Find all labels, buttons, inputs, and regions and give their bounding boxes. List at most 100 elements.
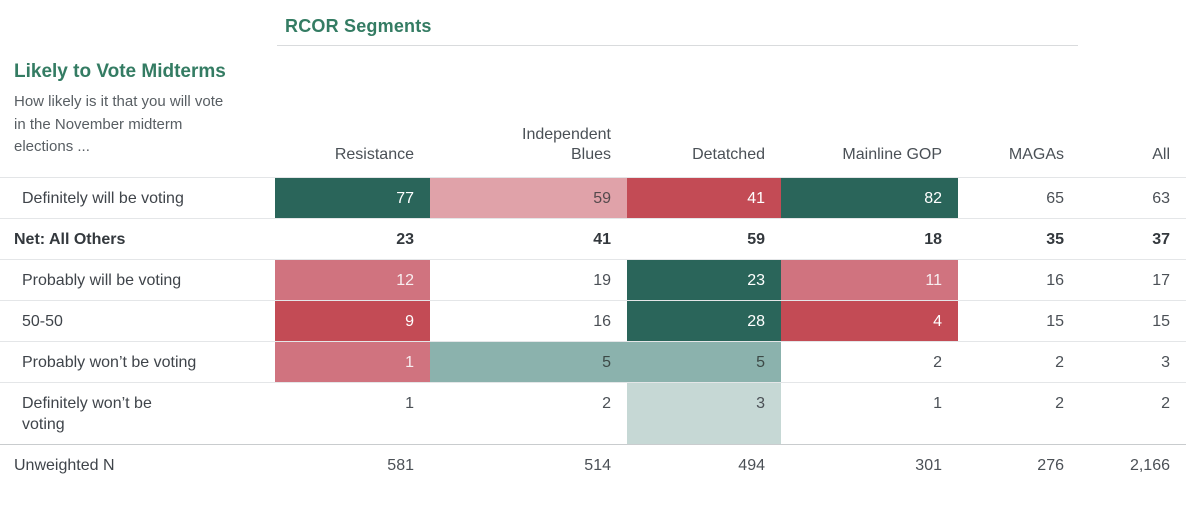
cell-value: 15	[1046, 313, 1064, 330]
cell-value: 3	[756, 395, 765, 412]
column-header-resistance: Resistance	[275, 145, 430, 177]
data-cell: 16	[958, 260, 1080, 300]
data-cell: 276	[958, 445, 1080, 485]
data-cell: 59	[430, 178, 627, 218]
cell-value: 63	[1152, 190, 1170, 207]
data-cell: 15	[958, 301, 1080, 341]
question-subtitle: How likely is it that you will vote in t…	[14, 93, 224, 156]
data-cell: 12	[275, 260, 430, 300]
row-label-text: Unweighted N	[14, 457, 115, 474]
row-label-text: Definitely will be voting	[22, 190, 184, 207]
data-cell: 1	[275, 383, 430, 444]
cell-value: 65	[1046, 190, 1064, 207]
cell-value: 28	[747, 313, 765, 330]
column-header-spacer	[0, 165, 275, 177]
table-row-unweighted-n: Unweighted N 581 514 494 301 276 2,166	[0, 445, 1186, 485]
data-cell: 1	[275, 342, 430, 382]
data-cell: 59	[627, 219, 781, 259]
cell-value: 23	[747, 272, 765, 289]
cell-value: 82	[924, 190, 942, 207]
data-cell: 16	[430, 301, 627, 341]
data-cell: 2	[1080, 383, 1186, 444]
data-cell: 19	[430, 260, 627, 300]
data-cell: 17	[1080, 260, 1186, 300]
cell-value: 2	[1055, 395, 1064, 412]
data-cell: 11	[781, 260, 958, 300]
cell-value: 1	[405, 395, 414, 412]
table-row-probably-will: Probably will be voting 12 19 23 11 16 1…	[0, 260, 1186, 301]
data-cell: 9	[275, 301, 430, 341]
data-cell: 35	[958, 219, 1080, 259]
row-label: Unweighted N	[0, 445, 275, 485]
column-header-label: Mainline GOP	[842, 146, 942, 163]
segments-banner-title: RCOR Segments	[285, 16, 432, 36]
cell-value: 2	[1161, 395, 1170, 412]
cell-value: 494	[738, 457, 765, 474]
cell-value: 1	[405, 354, 414, 371]
data-cell: 3	[627, 383, 781, 444]
cell-value: 11	[925, 272, 942, 289]
data-cell: 2	[958, 383, 1080, 444]
data-cell: 5	[430, 342, 627, 382]
column-header-label: Detatched	[692, 146, 765, 163]
cell-value: 41	[593, 231, 611, 248]
data-cell: 5	[627, 342, 781, 382]
cell-value: 3	[1161, 354, 1170, 371]
cell-value: 17	[1152, 272, 1170, 289]
row-label: Probably will be voting	[0, 260, 275, 300]
cell-value: 77	[396, 190, 414, 207]
data-cell: 65	[958, 178, 1080, 218]
question-title: Likely to Vote Midterms	[14, 61, 226, 82]
table-row-net-all-others: Net: All Others 23 41 59 18 35 37	[0, 219, 1186, 260]
data-cell: 2,166	[1080, 445, 1186, 485]
row-label: Probably won’t be voting	[0, 342, 275, 382]
data-cell: 2	[781, 342, 958, 382]
cell-value: 2	[602, 395, 611, 412]
data-cell: 18	[781, 219, 958, 259]
row-label-text: Probably will be voting	[22, 272, 182, 289]
cell-value: 581	[387, 457, 414, 474]
data-cell: 1	[781, 383, 958, 444]
cell-value: 5	[602, 354, 611, 371]
cell-value: 9	[405, 313, 414, 330]
cell-value: 19	[593, 272, 611, 289]
cell-value: 301	[915, 457, 942, 474]
cell-value: 16	[593, 313, 611, 330]
cell-value: 276	[1037, 457, 1064, 474]
segments-banner-underline	[277, 45, 1078, 46]
column-header-magas: MAGAs	[958, 145, 1080, 177]
column-header-detatched: Detatched	[627, 145, 781, 177]
cell-value: 23	[396, 231, 414, 248]
row-label-text: 50-50	[22, 313, 63, 330]
cell-value: 59	[747, 231, 765, 248]
data-cell: 514	[430, 445, 627, 485]
data-cell: 581	[275, 445, 430, 485]
data-cell: 4	[781, 301, 958, 341]
column-header-label: All	[1152, 146, 1170, 163]
column-header-row: Resistance Independent Blues Detatched M…	[0, 0, 1186, 178]
cell-value: 18	[924, 231, 942, 248]
row-label: Definitely will be voting	[0, 178, 275, 218]
table-row-definitely-wont: Definitely won’t be voting 1 2 3 1 2 2	[0, 383, 1186, 445]
data-cell: 82	[781, 178, 958, 218]
cell-value: 514	[584, 457, 611, 474]
cell-value: 12	[396, 272, 414, 289]
segments-table: Resistance Independent Blues Detatched M…	[0, 0, 1186, 485]
column-header-mainline-gop: Mainline GOP	[781, 145, 958, 177]
data-cell: 63	[1080, 178, 1186, 218]
data-cell: 77	[275, 178, 430, 218]
column-header-label: Independent Blues	[522, 126, 611, 163]
cell-value: 15	[1152, 313, 1170, 330]
question-block: Likely to Vote Midterms How likely is it…	[14, 60, 236, 159]
cell-value: 2,166	[1129, 457, 1170, 474]
cell-value: 59	[593, 190, 611, 207]
cell-value: 4	[933, 313, 942, 330]
row-label: 50-50	[0, 301, 275, 341]
cell-value: 2	[933, 354, 942, 371]
cell-value: 35	[1046, 231, 1064, 248]
cell-value: 2	[1055, 354, 1064, 371]
table-row-definitely-will: Definitely will be voting 77 59 41 82 65…	[0, 178, 1186, 219]
row-label-text: Definitely won’t be voting	[22, 395, 152, 433]
column-header-independent-blues: Independent Blues	[430, 125, 627, 177]
